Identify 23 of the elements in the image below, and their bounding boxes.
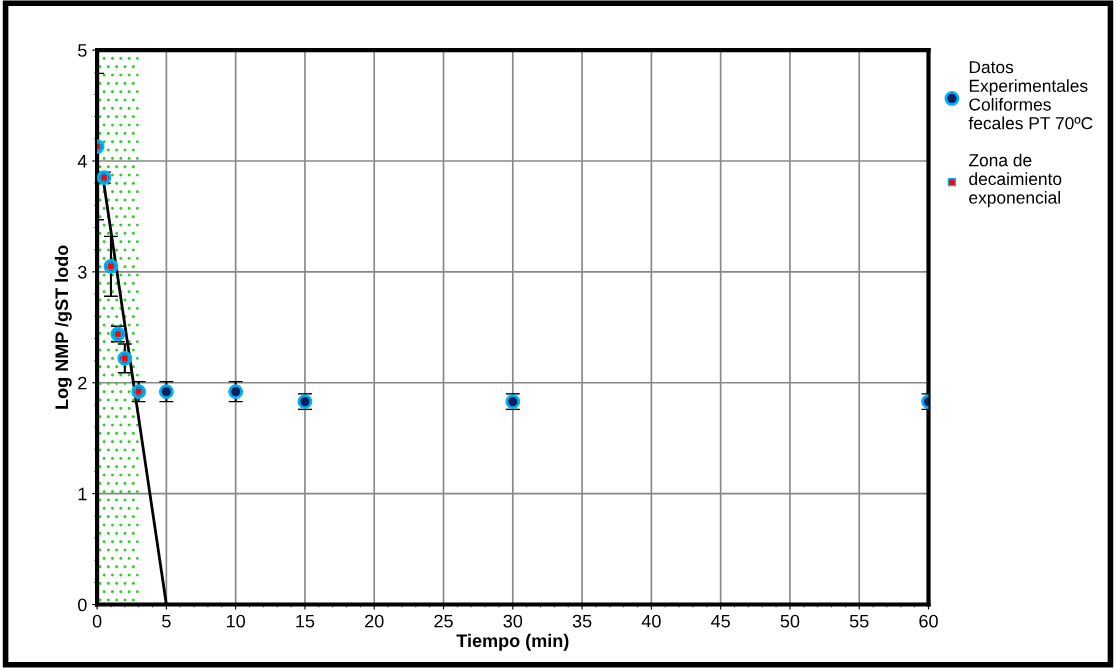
x-tick-label: 25	[434, 614, 453, 628]
y-tick-label: 5	[78, 44, 87, 57]
x-tick-label: 55	[849, 614, 869, 628]
x-tick-label: 0	[92, 614, 102, 628]
legend-label: Datos Experimentales Coliformes fecales PT 70ºC	[968, 61, 1093, 130]
y-tick-label: 3	[78, 265, 87, 279]
x-tick-label: 15	[296, 614, 315, 628]
x-tick-label: 45	[711, 614, 730, 628]
y-tick-label: 1	[78, 487, 87, 501]
y-tick-label: 4	[77, 155, 87, 168]
x-tick-label: 50	[780, 614, 800, 628]
y-tick-label: 0	[78, 598, 87, 612]
x-tick-label: 10	[227, 614, 245, 628]
x-tick-label: 5	[162, 614, 171, 628]
x-tick-label: 60	[919, 614, 938, 628]
legend-label: Zona de decaimiento exponencial	[968, 153, 1062, 208]
x-tick-label: 20	[365, 614, 384, 628]
x-tick-label: 35	[572, 614, 592, 628]
y-axis-title: Log NMP /gST lodo	[54, 245, 72, 409]
x-tick-label: 30	[503, 614, 523, 628]
x-tick-label: 40	[641, 614, 661, 628]
y-tick-label: 2	[78, 376, 87, 390]
x-axis-title: Tiempo (min)	[456, 633, 569, 651]
